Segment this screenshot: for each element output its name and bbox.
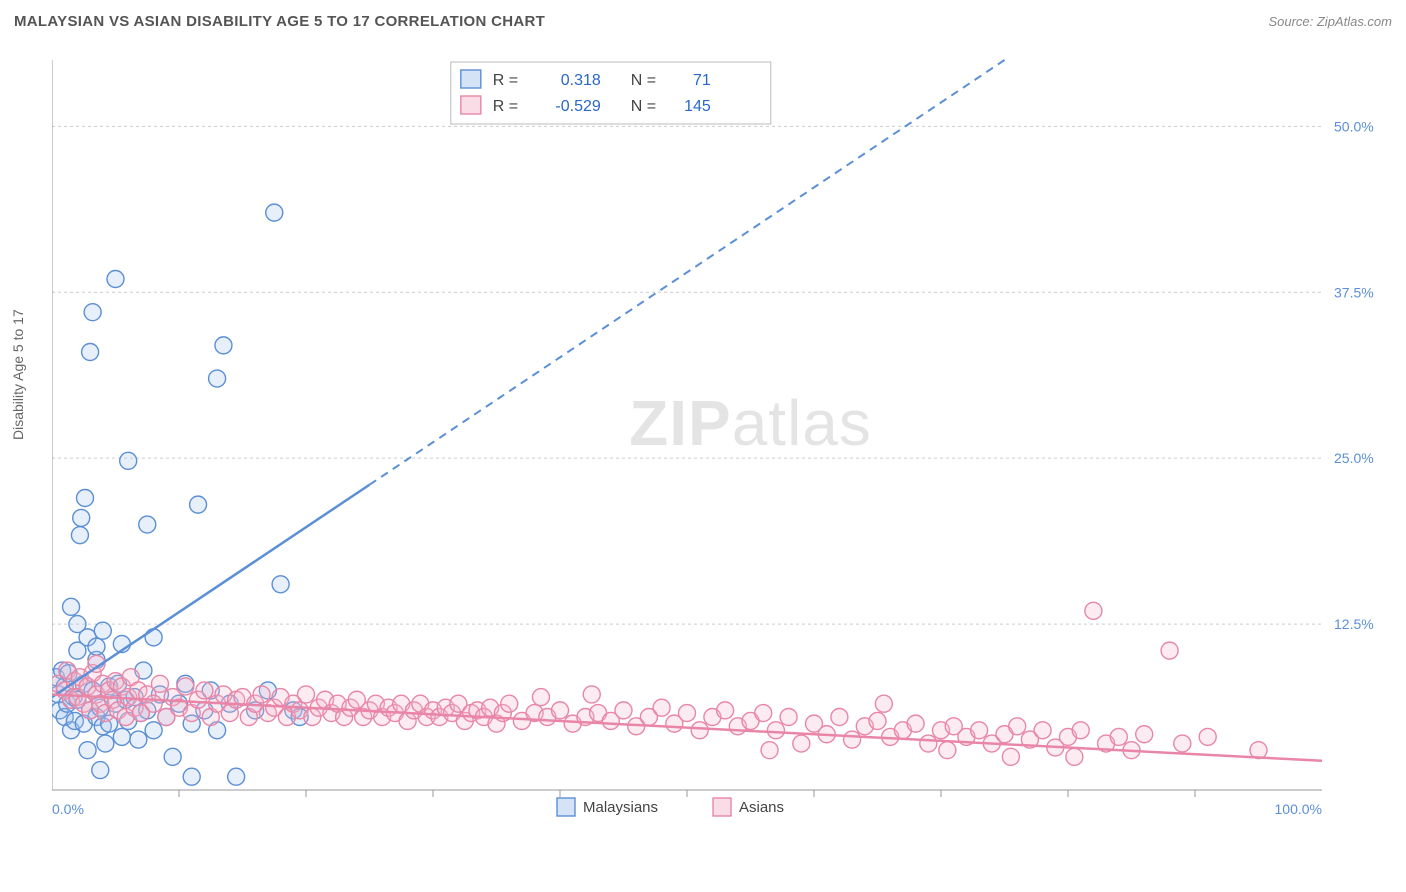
asians-point (971, 722, 988, 739)
asians-point (761, 742, 778, 759)
malaysians-point (63, 598, 80, 615)
asians-point (1072, 722, 1089, 739)
chart-plot: 12.5% 25.0% 37.5% 50.0% 0.0% 100.0% ZIPatlas R … (52, 50, 1392, 840)
asians-point (939, 742, 956, 759)
y-tick-label: 50.0% (1334, 118, 1374, 134)
legend-label: Malaysians (583, 799, 658, 816)
stats-r-label: R = (493, 72, 518, 89)
asians-point (920, 735, 937, 752)
asians-point (532, 689, 549, 706)
asians-point (875, 695, 892, 712)
stats-r-label: R = (493, 98, 518, 115)
asians-point (679, 705, 696, 722)
asians-point (793, 735, 810, 752)
chart-title: MALAYSIAN VS ASIAN DISABILITY AGE 5 TO 1… (14, 13, 545, 30)
malaysians-point (82, 344, 99, 361)
malaysians-point (120, 452, 137, 469)
asians-point (1002, 748, 1019, 765)
malaysians-point (228, 768, 245, 785)
malaysians-point (145, 629, 162, 646)
x-tick-label: 0.0% (52, 801, 84, 817)
asians-point (1009, 718, 1026, 735)
malaysians-point (88, 638, 105, 655)
asians-point (177, 678, 194, 695)
asians-point (1110, 728, 1127, 745)
malaysians-point (215, 337, 232, 354)
malaysians-point (272, 576, 289, 593)
stats-swatch (461, 96, 481, 114)
malaysians-point (79, 742, 96, 759)
asians-point (831, 709, 848, 726)
asians-point (151, 675, 168, 692)
malaysians-point (183, 768, 200, 785)
legend-label: Asians (739, 799, 784, 816)
asians-point (501, 695, 518, 712)
asians-point (145, 695, 162, 712)
asians-point (1161, 642, 1178, 659)
stats-swatch (461, 70, 481, 88)
asians-point (1066, 748, 1083, 765)
asians-point (767, 722, 784, 739)
malaysians-point (107, 271, 124, 288)
legend-swatch (557, 798, 575, 816)
asians-point (298, 686, 315, 703)
legend-swatch (713, 798, 731, 816)
asians-point (1199, 728, 1216, 745)
y-tick-label: 37.5% (1334, 284, 1374, 300)
stats-r-value: -0.529 (555, 98, 600, 115)
malaysians-point (73, 509, 90, 526)
stats-n-value: 145 (684, 98, 711, 115)
malaysians-trend (52, 485, 370, 697)
y-axis-label: Disability Age 5 to 17 (10, 309, 26, 440)
malaysians-point (266, 204, 283, 221)
asians-point (253, 686, 270, 703)
x-tick-label: 100.0% (1275, 801, 1322, 817)
malaysians-point (164, 748, 181, 765)
malaysians-point (84, 304, 101, 321)
malaysians-point (77, 490, 94, 507)
asians-point (653, 699, 670, 716)
malaysians-point (190, 496, 207, 513)
stats-n-label: N = (631, 98, 656, 115)
asians-point (780, 709, 797, 726)
asians-point (196, 682, 213, 699)
malaysians-point (94, 622, 111, 639)
watermark: ZIPatlas (629, 387, 872, 459)
asians-point (1136, 726, 1153, 743)
malaysians-point (92, 762, 109, 779)
asians-point (552, 702, 569, 719)
malaysians-point (145, 722, 162, 739)
malaysians-point (139, 516, 156, 533)
asians-point (1085, 602, 1102, 619)
malaysians-point (71, 527, 88, 544)
asians-point (869, 712, 886, 729)
stats-n-label: N = (631, 72, 656, 89)
malaysians-point (209, 370, 226, 387)
malaysians-point (97, 735, 114, 752)
stats-r-value: 0.318 (561, 72, 601, 89)
asians-point (691, 722, 708, 739)
asians-point (907, 715, 924, 732)
malaysians-point (113, 728, 130, 745)
y-tick-label: 12.5% (1334, 616, 1374, 632)
y-tick-label: 25.0% (1334, 450, 1374, 466)
asians-point (844, 731, 861, 748)
malaysians-point (130, 731, 147, 748)
stats-n-value: 71 (693, 72, 711, 89)
asians-point (755, 705, 772, 722)
asians-point (615, 702, 632, 719)
asians-point (583, 686, 600, 703)
chart-source: Source: ZipAtlas.com (1268, 14, 1392, 29)
asians-point (1034, 722, 1051, 739)
asians-point (717, 702, 734, 719)
asians-point (1174, 735, 1191, 752)
